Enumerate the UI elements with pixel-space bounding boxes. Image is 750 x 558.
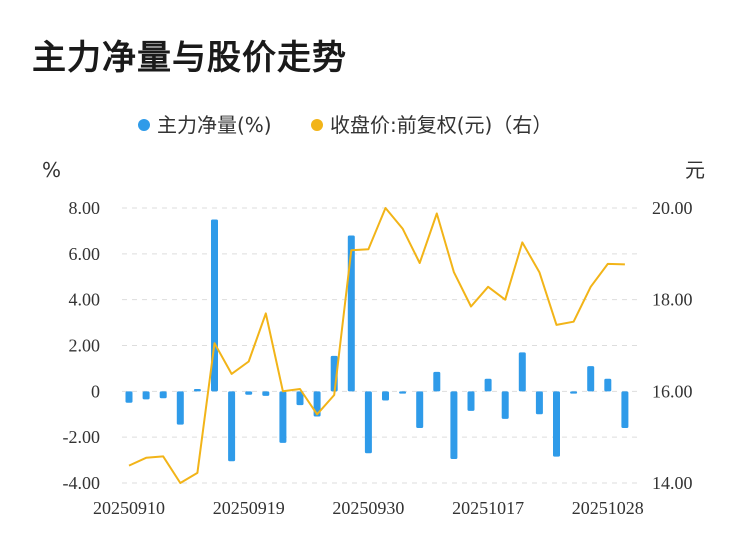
left-unit-label: % bbox=[42, 158, 61, 182]
bar bbox=[245, 391, 253, 395]
x-tick-label: 20250919 bbox=[213, 498, 285, 518]
bar bbox=[416, 391, 424, 428]
legend-line-label: 收盘价:前复权(元)（右） bbox=[330, 113, 552, 137]
x-tick-label: 20251028 bbox=[572, 498, 644, 518]
bar bbox=[433, 371, 441, 392]
legend-line-marker bbox=[311, 119, 323, 131]
y-right-tick-label: 20.00 bbox=[652, 198, 693, 218]
grid bbox=[122, 207, 640, 484]
y-left-tick-label: 4.00 bbox=[69, 290, 101, 310]
y-left-tick-label: 8.00 bbox=[69, 198, 101, 218]
bar bbox=[347, 235, 355, 392]
bar-series bbox=[125, 219, 629, 462]
legend-bar-marker bbox=[138, 119, 150, 131]
x-tick-label: 20251017 bbox=[452, 498, 524, 518]
y-left-tick-label: -4.00 bbox=[63, 473, 101, 493]
bar bbox=[450, 391, 458, 459]
legend-bar-label: 主力净量(%) bbox=[157, 113, 272, 137]
y-left-tick-label: 6.00 bbox=[69, 244, 101, 264]
bar bbox=[142, 391, 150, 400]
bar bbox=[553, 391, 560, 457]
bar bbox=[535, 391, 543, 415]
bar bbox=[484, 378, 492, 392]
bar bbox=[382, 391, 389, 401]
bar bbox=[262, 391, 270, 396]
right-unit-label: 元 bbox=[685, 158, 705, 182]
y-right-tick-label: 16.00 bbox=[652, 381, 693, 401]
price-line bbox=[128, 207, 625, 484]
bar bbox=[296, 391, 304, 406]
line-series bbox=[128, 207, 625, 484]
y-left-tick-label: 2.00 bbox=[69, 336, 101, 356]
bar bbox=[228, 391, 236, 462]
bar bbox=[176, 391, 184, 425]
bar bbox=[467, 391, 475, 411]
y-left-tick-label: 0 bbox=[91, 381, 100, 401]
y-right-tick-label: 14.00 bbox=[652, 473, 693, 493]
bar bbox=[518, 352, 526, 392]
x-tick-label: 20250910 bbox=[93, 498, 165, 518]
bar bbox=[159, 391, 167, 399]
bar bbox=[399, 391, 407, 394]
bar bbox=[364, 391, 372, 454]
bar bbox=[621, 391, 629, 428]
x-tick-label: 20250930 bbox=[332, 498, 404, 518]
y-left-tick-label: -2.00 bbox=[63, 427, 101, 447]
bar bbox=[193, 389, 201, 392]
bar bbox=[501, 391, 509, 419]
axes: 8.00 6.00 4.00 2.00 0 -2.00 -4.00 20.00 18.00 16.… bbox=[63, 198, 693, 518]
bar bbox=[279, 391, 287, 443]
bar bbox=[570, 391, 578, 394]
y-right-tick-label: 18.00 bbox=[652, 290, 693, 310]
bar bbox=[125, 391, 133, 403]
bar bbox=[604, 378, 612, 392]
legend: 主力净量(%) 收盘价:前复权(元)（右） bbox=[138, 113, 552, 137]
bar bbox=[587, 366, 595, 392]
chart-title: 主力净量与股价走势 bbox=[32, 38, 347, 78]
